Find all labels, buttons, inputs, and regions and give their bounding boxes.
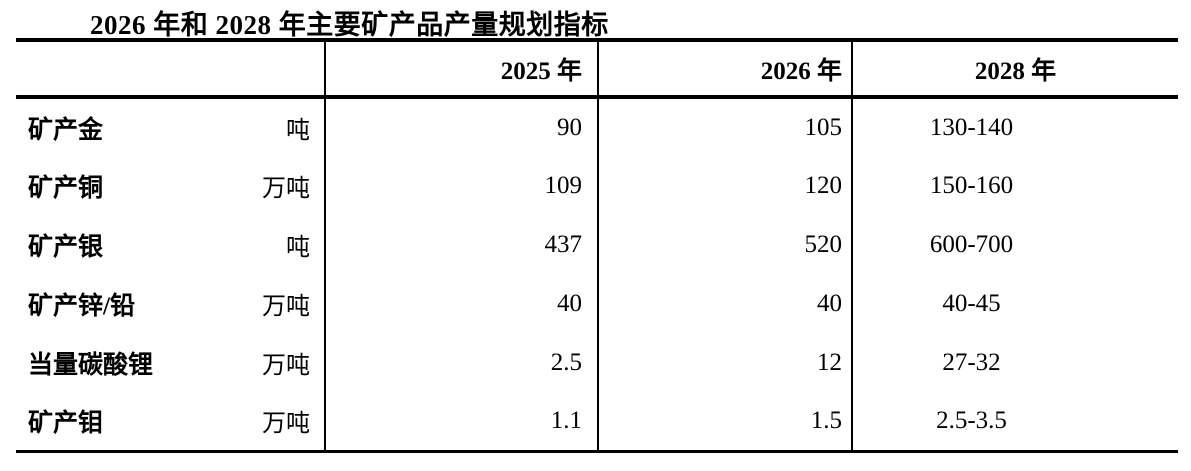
header-2028: 2028 年 [851, 40, 1178, 99]
value-2026: 520 [597, 215, 852, 274]
product-name: 矿产银 [28, 233, 104, 261]
production-indicators-table: 2025 年 2026 年 2028 年 矿产金 吨 90 105 130-14… [16, 38, 1178, 453]
header-2026: 2026 年 [597, 40, 852, 99]
value-2025: 2.5 [324, 333, 598, 392]
product-unit: 吨 [286, 235, 310, 261]
product-name: 矿产钼 [28, 409, 104, 437]
table-row: 矿产钼 万吨 1.1 1.5 2.5-3.5 [16, 392, 1178, 451]
value-2028: 40-45 [851, 274, 1178, 333]
product-name: 矿产铜 [28, 174, 104, 202]
value-2028: 2.5-3.5 [851, 392, 1178, 451]
table-header-row: 2025 年 2026 年 2028 年 [16, 40, 1178, 99]
value-2028: 150-160 [851, 156, 1178, 215]
value-2026: 1.5 [597, 392, 852, 451]
table-row: 当量碳酸锂 万吨 2.5 12 27-32 [16, 333, 1178, 392]
value-2026: 12 [597, 333, 852, 392]
table-row: 矿产锌/铅 万吨 40 40 40-45 [16, 274, 1178, 333]
value-2026: 40 [597, 274, 852, 333]
product-name: 矿产金 [28, 116, 104, 144]
product-unit: 万吨 [262, 353, 310, 379]
value-2028: 27-32 [851, 333, 1178, 392]
table-row: 矿产银 吨 437 520 600-700 [16, 215, 1178, 274]
value-2025: 1.1 [324, 392, 598, 451]
table-row: 矿产铜 万吨 109 120 150-160 [16, 156, 1178, 215]
value-2026: 105 [597, 97, 852, 156]
value-2028: 600-700 [851, 215, 1178, 274]
product-unit: 万吨 [262, 294, 310, 320]
product-unit: 万吨 [262, 176, 310, 202]
header-2025: 2025 年 [324, 40, 598, 99]
product-unit: 吨 [286, 118, 310, 144]
table-body: 矿产金 吨 90 105 130-140 矿产铜 万吨 109 120 150-… [16, 97, 1178, 451]
product-name: 当量碳酸锂 [28, 351, 154, 379]
header-product-unit [16, 40, 325, 99]
value-2025: 90 [324, 97, 598, 156]
value-2026: 120 [597, 156, 852, 215]
product-unit: 万吨 [262, 411, 310, 438]
value-2025: 40 [324, 274, 598, 333]
product-name: 矿产锌/铅 [28, 292, 135, 320]
value-2028: 130-140 [851, 97, 1178, 156]
page-title: 2026 年和 2028 年主要矿产品产量规划指标 [90, 10, 609, 40]
value-2025: 109 [324, 156, 598, 215]
table-row: 矿产金 吨 90 105 130-140 [16, 97, 1178, 156]
value-2025: 437 [324, 215, 598, 274]
